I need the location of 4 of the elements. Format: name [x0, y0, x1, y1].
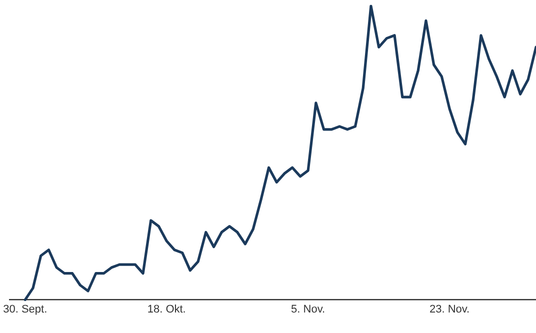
x-tick-label: 18. Okt.: [147, 303, 186, 316]
x-tick-label: 5. Nov.: [291, 303, 326, 316]
x-tick-label: 30. Sept.: [3, 303, 48, 316]
x-tick-label: 23. Nov.: [429, 303, 470, 316]
